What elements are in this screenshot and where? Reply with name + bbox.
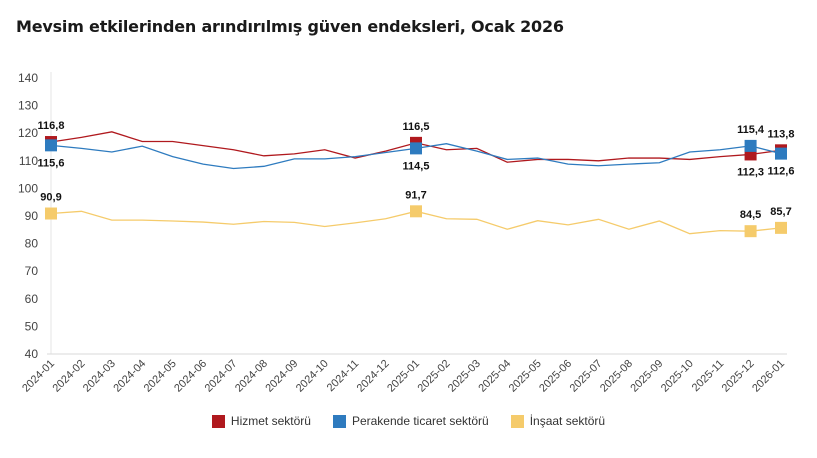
data-marker <box>744 225 757 238</box>
y-tick-label: 140 <box>18 71 38 85</box>
data-label: 115,6 <box>38 157 65 169</box>
x-tick-label: 2024-03 <box>81 358 118 395</box>
x-tick-label: 2024-05 <box>142 358 179 395</box>
data-label: 114,5 <box>403 160 430 172</box>
data-marker <box>775 221 787 234</box>
data-label: 116,5 <box>403 121 430 133</box>
data-label: 90,9 <box>40 192 61 204</box>
x-tick-label: 2024-02 <box>51 358 88 395</box>
x-tick-label: 2025-04 <box>476 358 513 395</box>
y-tick-label: 100 <box>18 181 38 195</box>
data-marker <box>45 139 57 152</box>
data-label: 113,8 <box>768 128 795 140</box>
x-tick-label: 2024-01 <box>20 358 57 395</box>
x-tick-label: 2025-08 <box>598 358 635 395</box>
legend-label: Perakende ticaret sektörü <box>351 414 489 428</box>
x-tick-label: 2024-07 <box>203 358 240 395</box>
x-tick-label: 2024-09 <box>263 358 300 395</box>
y-tick-label: 130 <box>18 99 38 113</box>
legend-label: İnşaat sektörü <box>529 414 606 428</box>
y-tick-label: 110 <box>19 154 38 168</box>
y-tick-label: 120 <box>18 126 38 140</box>
x-tick-label: 2024-10 <box>294 358 331 395</box>
y-tick-label: 40 <box>25 347 39 361</box>
x-tick-label: 2025-02 <box>416 358 453 395</box>
y-tick-label: 60 <box>25 292 39 306</box>
x-tick-label: 2025-03 <box>446 358 483 395</box>
data-label: 112,6 <box>768 166 795 178</box>
legend-item-insaat[interactable]: İnşaat sektörü <box>510 414 606 428</box>
y-tick-label: 50 <box>25 319 39 333</box>
x-tick-label: 2024-12 <box>355 358 392 395</box>
x-tick-label: 2025-09 <box>628 358 665 395</box>
legend-label: Hizmet sektörü <box>230 414 311 428</box>
x-tick-label: 2025-07 <box>568 358 605 395</box>
x-tick-label: 2025-01 <box>385 358 422 395</box>
data-label: 112,3 <box>737 166 764 178</box>
data-marker <box>775 147 787 160</box>
data-marker <box>410 142 422 155</box>
x-tick-label: 2026-01 <box>750 358 787 395</box>
y-tick-label: 80 <box>25 237 39 251</box>
y-tick-label: 70 <box>25 264 39 278</box>
data-marker <box>744 139 757 152</box>
legend-swatch <box>211 414 225 428</box>
legend-swatch <box>510 414 524 428</box>
data-label: 84,5 <box>740 209 761 221</box>
legend-item-hizmet[interactable]: Hizmet sektörü <box>211 414 311 428</box>
data-label: 91,7 <box>405 189 426 201</box>
legend-item-perakende[interactable]: Perakende ticaret sektörü <box>332 414 489 428</box>
x-tick-label: 2025-05 <box>507 358 544 395</box>
data-label: 116,8 <box>38 120 65 132</box>
data-label: 115,4 <box>737 124 765 136</box>
x-tick-label: 2024-04 <box>111 358 148 395</box>
y-tick-label: 90 <box>25 209 39 223</box>
x-tick-label: 2025-12 <box>720 358 757 395</box>
x-tick-label: 2024-08 <box>233 358 270 395</box>
x-tick-label: 2025-06 <box>537 358 574 395</box>
data-marker <box>410 205 422 218</box>
x-tick-label: 2025-10 <box>659 358 696 395</box>
data-label: 85,7 <box>770 206 791 218</box>
chart-title: Mevsim etkilerinden arındırılmış güven e… <box>16 17 564 36</box>
data-marker <box>45 207 57 220</box>
legend: Hizmet sektörü Perakende ticaret sektörü… <box>0 414 817 428</box>
legend-swatch <box>332 414 346 428</box>
x-tick-label: 2024-06 <box>172 358 209 395</box>
